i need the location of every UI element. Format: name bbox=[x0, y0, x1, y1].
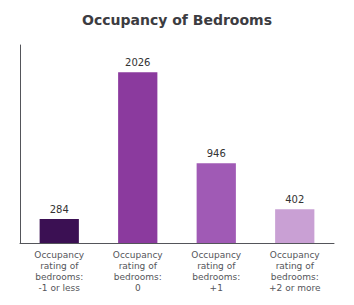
svg-text:284: 284 bbox=[50, 204, 69, 215]
svg-text:-1 or less: -1 or less bbox=[39, 283, 81, 293]
svg-text:rating of: rating of bbox=[197, 261, 236, 271]
svg-text:bedrooms:: bedrooms: bbox=[192, 272, 240, 282]
svg-text:rating of: rating of bbox=[119, 261, 158, 271]
svg-text:bedrooms:: bedrooms: bbox=[114, 272, 162, 282]
svg-text:402: 402 bbox=[285, 194, 304, 205]
svg-text:Occupancy: Occupancy bbox=[191, 250, 242, 260]
svg-text:+2 or more: +2 or more bbox=[269, 283, 321, 293]
svg-text:rating of: rating of bbox=[276, 261, 315, 271]
svg-text:Occupancy of Bedrooms: Occupancy of Bedrooms bbox=[82, 12, 272, 28]
svg-text:bedrooms:: bedrooms: bbox=[271, 272, 319, 282]
svg-text:0: 0 bbox=[135, 283, 141, 293]
svg-text:Occupancy: Occupancy bbox=[270, 250, 321, 260]
svg-text:946: 946 bbox=[207, 148, 226, 159]
svg-text:rating of: rating of bbox=[40, 261, 79, 271]
svg-text:bedrooms:: bedrooms: bbox=[35, 272, 83, 282]
svg-text:Occupancy: Occupancy bbox=[113, 250, 164, 260]
svg-text:+1: +1 bbox=[210, 283, 223, 293]
svg-text:Occupancy: Occupancy bbox=[34, 250, 85, 260]
svg-text:2026: 2026 bbox=[125, 57, 150, 68]
